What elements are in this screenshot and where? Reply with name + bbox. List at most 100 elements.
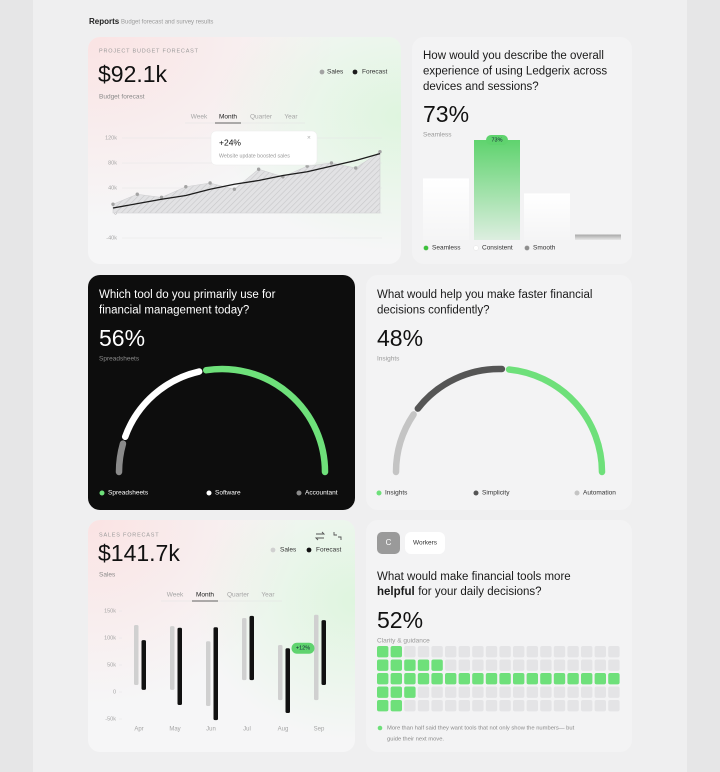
waffle-cell	[540, 686, 552, 698]
waffle-cell	[581, 686, 593, 698]
waffle-cell	[581, 659, 593, 671]
waffle-cell-filled	[540, 673, 552, 685]
bar	[474, 140, 520, 240]
waffle-cell-filled	[431, 659, 443, 671]
legend-label: Forecast	[316, 547, 341, 554]
waffle-cell	[540, 659, 552, 671]
tooltip-title: +24%	[219, 137, 241, 147]
legend-dot	[99, 490, 105, 496]
caption: Budget forecast	[99, 94, 145, 101]
tab[interactable]: Year	[261, 592, 275, 599]
question: helpful for your daily decisions?	[377, 586, 542, 598]
legend-dot	[206, 490, 212, 496]
tab[interactable]: Month	[219, 114, 237, 121]
tooltip-text: Website update boosted sales	[219, 153, 290, 159]
waffle-cell	[431, 686, 443, 698]
tab[interactable]: Quarter	[227, 592, 250, 599]
headline: $92.1k	[98, 61, 168, 87]
waffle-cell	[499, 686, 511, 698]
note: More than half said they want tools that…	[387, 726, 575, 732]
range-bar	[242, 618, 247, 681]
waffle-cell	[594, 686, 606, 698]
waffle-cell	[567, 686, 579, 698]
tab[interactable]: Year	[284, 114, 298, 121]
headline: 56%	[99, 325, 145, 351]
waffle-cell-filled	[553, 673, 566, 685]
legend-label: Smooth	[533, 245, 556, 252]
x-tick-label: Jul	[243, 727, 251, 733]
waffle-cell	[526, 686, 538, 698]
waffle-cell	[513, 646, 525, 658]
waffle-cell-filled	[472, 673, 484, 685]
waffle-cell	[445, 659, 457, 671]
annotation-badge	[291, 642, 315, 654]
sales-dot	[232, 187, 237, 191]
bar	[524, 193, 570, 240]
legend-label: Seamless	[432, 245, 461, 252]
question: decisions confidently?	[377, 305, 490, 317]
gauge-segment	[414, 365, 506, 412]
card	[88, 275, 355, 510]
waffle-cell	[458, 686, 470, 698]
caption: Insights	[377, 356, 400, 363]
waffle-cell	[431, 646, 443, 658]
sales-dot	[111, 202, 115, 206]
tooltip-close[interactable]: ×	[307, 135, 311, 142]
tab[interactable]: Week	[167, 592, 184, 599]
chip	[405, 532, 445, 554]
legend-label: Insights	[385, 490, 408, 497]
legend-label: Accountant	[305, 490, 338, 497]
chip-label: Workers	[413, 540, 438, 547]
eyebrow: PROJECT BUDGET FORECAST	[99, 48, 199, 54]
legend-dot	[270, 547, 276, 553]
waffle-cell	[608, 686, 620, 698]
waffle-cell	[553, 659, 566, 671]
swap-icon[interactable]	[314, 531, 326, 541]
question: experience of using Ledgerix across	[423, 66, 607, 78]
y-tick-label: 150k	[104, 608, 116, 614]
icon-buttons[interactable]	[314, 531, 342, 541]
waffle-cell	[594, 659, 606, 671]
y-tick-label: 0	[113, 689, 116, 695]
y-tick-label: 40k	[108, 185, 117, 191]
waffle-cell-filled	[390, 700, 402, 712]
forecast-line	[112, 153, 381, 209]
waffle-cell-filled	[431, 673, 443, 685]
waffle-cell	[540, 646, 552, 658]
waffle-cell	[526, 646, 538, 658]
waffle-cell	[485, 700, 498, 712]
value-badge	[486, 135, 508, 145]
waffle-cell	[513, 686, 525, 698]
waffle-cell-filled	[390, 673, 402, 685]
waffle-cell-filled	[594, 673, 606, 685]
legend-dot	[524, 245, 530, 251]
x-tick-label: Sep	[314, 727, 325, 733]
waffle-cell-filled	[458, 673, 470, 685]
waffle-cell	[608, 646, 620, 658]
headline: 48%	[377, 325, 423, 351]
gauge-segment	[505, 366, 606, 476]
tab[interactable]: Week	[191, 114, 208, 121]
legend-label: Simplicity	[482, 490, 510, 497]
caption: Clarity & guidance	[377, 638, 430, 645]
tab[interactable]: Month	[196, 592, 214, 599]
expand-icon[interactable]	[333, 532, 342, 540]
waffle-cell	[417, 686, 430, 698]
waffle-cell	[404, 646, 416, 658]
caption: Sales	[99, 572, 116, 579]
tab[interactable]: Quarter	[250, 114, 273, 121]
waffle-cell	[553, 686, 566, 698]
legend-label: Sales	[280, 547, 297, 554]
waffle-cell	[608, 700, 620, 712]
waffle-cell-filled	[390, 686, 402, 698]
range-bar	[321, 620, 326, 685]
gauge-segment	[121, 368, 203, 441]
card	[366, 520, 632, 752]
sales-dot	[305, 164, 309, 168]
waffle-cell	[485, 659, 498, 671]
question: What would make financial tools more	[377, 571, 571, 583]
waffle-cell-filled	[377, 646, 389, 658]
waffle-cell-filled	[404, 659, 416, 671]
waffle-cell-filled	[608, 673, 620, 685]
